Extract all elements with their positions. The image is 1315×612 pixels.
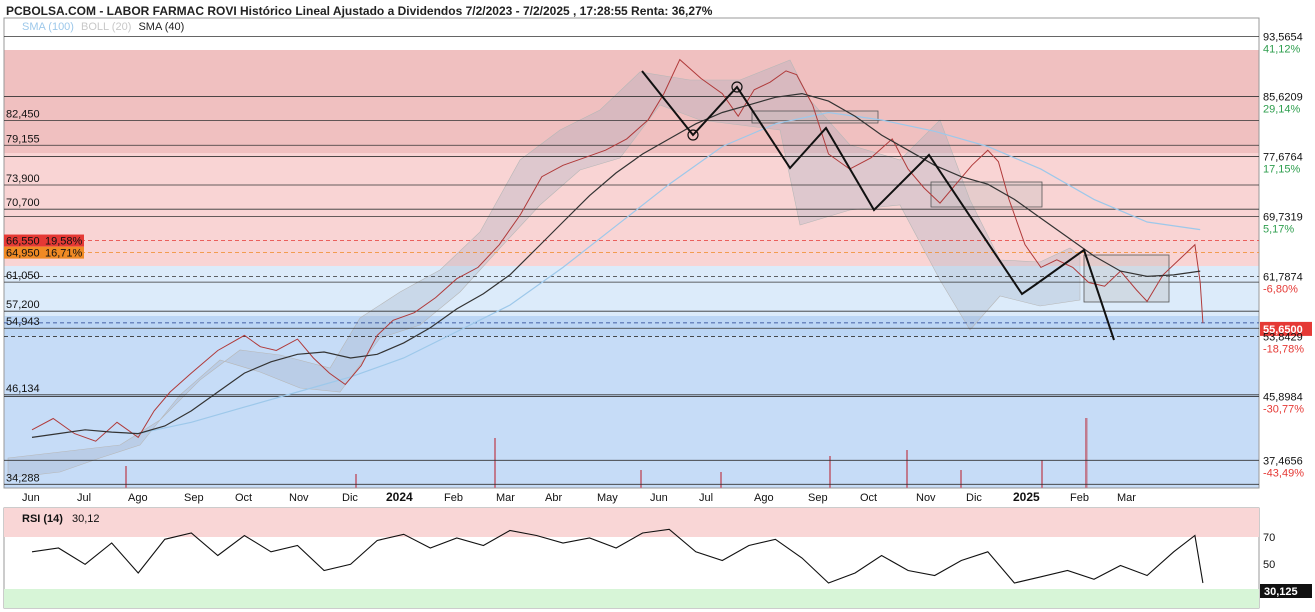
current-price-value: 55,6500 <box>1263 324 1303 336</box>
price-axis-label: 37,4656 <box>1263 455 1303 467</box>
month-tick: Abr <box>545 492 562 504</box>
annotation-circle-1 <box>687 129 699 141</box>
sma40-line <box>31 92 1201 438</box>
month-tick: Dic <box>966 492 982 504</box>
sma100-line <box>138 111 1201 435</box>
month-tick: Ago <box>128 492 148 504</box>
level-label-left: 79,155 <box>6 133 40 145</box>
price-axis-pct: -6,80% <box>1263 284 1298 296</box>
month-tick: Sep <box>184 492 204 504</box>
indicator-legend: SMA (100) BOLL (20) SMA (40) <box>22 21 188 33</box>
price-axis-pct: -30,77% <box>1263 404 1304 416</box>
rsi-last-box <box>1260 584 1312 598</box>
level-label-left: 34,288 <box>6 472 40 484</box>
price-line <box>31 58 1204 442</box>
level-label-left: 54,943 <box>6 316 40 328</box>
bollinger-band <box>7 59 1081 479</box>
level-badge-value: 64,950 <box>6 248 40 260</box>
month-tick: May <box>597 492 618 504</box>
month-tick: Sep <box>808 492 828 504</box>
price-axis-pct: 29,14% <box>1263 103 1301 115</box>
price-axis-pct: 41,12% <box>1263 43 1301 55</box>
month-tick: Oct <box>860 492 877 504</box>
price-axis-pct: 17,15% <box>1263 163 1301 175</box>
horizontal-levels <box>4 35 1259 485</box>
rsi-last-value: 30,125 <box>1264 586 1298 598</box>
level-label-left: 70,700 <box>6 197 40 209</box>
zone-red-upper <box>4 50 1259 153</box>
price-axis-label: 85,6209 <box>1263 91 1303 103</box>
price-axis-label: 77,6764 <box>1263 151 1303 163</box>
price-axis-label: 93,5654 <box>1263 31 1303 43</box>
level-label-left: 46,134 <box>6 383 40 395</box>
price-axis-pct: 5,17% <box>1263 223 1294 235</box>
level-label-left: 73,900 <box>6 173 40 185</box>
year-tick: 2025 <box>1013 490 1040 504</box>
month-tick: Oct <box>235 492 252 504</box>
month-tick: Nov <box>289 492 309 504</box>
month-tick: Jun <box>22 492 40 504</box>
month-tick: Ago <box>754 492 774 504</box>
price-axis-pct: -43,49% <box>1263 467 1304 479</box>
level-label-left: 61,050 <box>6 270 40 282</box>
volume-bars <box>125 418 1088 488</box>
month-tick: Jul <box>77 492 91 504</box>
price-axis-label: 45,8984 <box>1263 392 1303 404</box>
zone-blue-mid <box>4 316 1259 336</box>
month-tick: Jun <box>650 492 668 504</box>
chart-title: PCBOLSA.COM - LABOR FARMAC ROVI Históric… <box>6 4 713 18</box>
level-badge-pct: 16,71% <box>45 248 83 260</box>
price-axis-pct: -18,78% <box>1263 344 1304 356</box>
month-axis: Jun Jul Ago Sep Oct Nov Dic 2024 Feb Mar… <box>22 490 1136 504</box>
month-tick: Jul <box>699 492 713 504</box>
month-tick: Dic <box>342 492 358 504</box>
legend-sma100[interactable]: SMA (100) <box>22 21 74 33</box>
level-label-left: 57,200 <box>6 299 40 311</box>
level-badge <box>4 246 84 259</box>
year-tick: 2024 <box>386 490 413 504</box>
rsi-oversold-zone <box>4 589 1259 608</box>
rsi-title: RSI (14) <box>22 513 63 525</box>
rsi-overbought-zone <box>4 508 1259 537</box>
level-label-left: 82,450 <box>6 108 40 120</box>
level-badge-pct: 19,58% <box>45 236 83 248</box>
rsi-value: 30,12 <box>72 513 100 525</box>
rsi-tick-50: 50 <box>1263 559 1275 571</box>
annotation-circle-2 <box>731 81 743 93</box>
level-badge-value: 66,550 <box>6 236 40 248</box>
month-tick: Feb <box>1070 492 1089 504</box>
legend-sma40[interactable]: SMA (40) <box>138 21 185 33</box>
zone-blue-deep <box>4 336 1259 488</box>
current-price-badge <box>1260 321 1312 336</box>
legend-boll20[interactable]: BOLL (20) <box>81 21 132 33</box>
month-tick: Mar <box>1117 492 1136 504</box>
month-tick: Feb <box>444 492 463 504</box>
level-badge <box>4 234 84 247</box>
month-tick: Nov <box>916 492 936 504</box>
trend-drawing <box>641 70 1115 341</box>
rsi-tick-70: 70 <box>1263 532 1275 544</box>
month-tick: Mar <box>496 492 515 504</box>
price-axis-label: 61,7874 <box>1263 272 1303 284</box>
rsi-line <box>31 528 1204 584</box>
price-axis-label: 69,7319 <box>1263 211 1303 223</box>
price-axis-label: 53,8429 <box>1263 332 1303 344</box>
